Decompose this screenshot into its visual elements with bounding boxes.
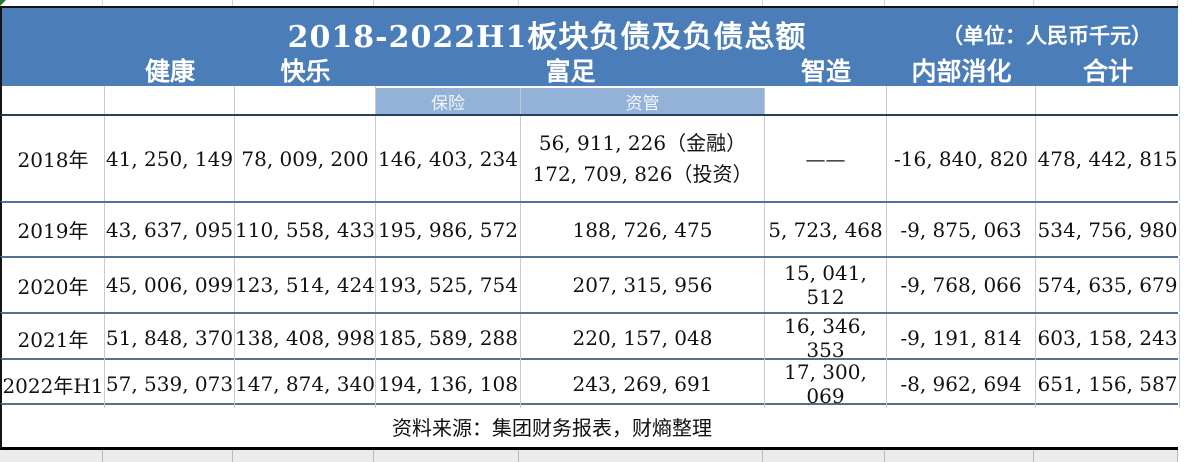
cell-asset-management[interactable]: 188, 726, 475 xyxy=(521,203,765,256)
cell-year[interactable]: 2021年 xyxy=(2,314,105,362)
table-row: 2020年 45, 006, 099 123, 514, 424 193, 52… xyxy=(0,256,1180,312)
cell-insurance[interactable]: 195, 986, 572 xyxy=(376,203,521,256)
cell-happiness[interactable]: 138, 408, 998 xyxy=(235,314,376,362)
subheader-empty[interactable] xyxy=(235,86,376,114)
cell-asset-management[interactable]: 207, 315, 956 xyxy=(521,258,765,312)
cell-insurance[interactable]: 194, 136, 108 xyxy=(376,360,521,408)
cell-manufacturing[interactable]: 5, 723, 468 xyxy=(765,203,887,256)
cell-year[interactable]: 2018年 xyxy=(2,116,105,201)
col-header-happiness[interactable]: 快乐 xyxy=(280,57,331,86)
spreadsheet-gridline-strip-bottom xyxy=(0,450,1178,462)
cell-asset-management[interactable]: 243, 269, 691 xyxy=(521,360,765,408)
table-row: 2021年 51, 848, 370 138, 408, 998 185, 58… xyxy=(0,312,1180,362)
cell-happiness[interactable]: 78, 009, 200 xyxy=(235,116,376,201)
subheader-empty[interactable] xyxy=(1036,86,1180,114)
subheader-insurance[interactable]: 保险 xyxy=(376,88,521,114)
col-header-manufacturing[interactable]: 智造 xyxy=(800,57,851,86)
cell-manufacturing[interactable]: 17, 300, 069 xyxy=(765,360,887,408)
cell-year[interactable]: 2022年H1 xyxy=(2,360,105,408)
cell-insurance[interactable]: 185, 589, 288 xyxy=(376,314,521,362)
col-header-year[interactable] xyxy=(2,52,105,88)
subheader-row: 保险 资管 xyxy=(0,86,1180,116)
title-row: 2018-2022H1板块负债及负债总额 （单位：人民币千元） xyxy=(2,8,1178,55)
cell-year[interactable]: 2020年 xyxy=(2,258,105,312)
cell-internal[interactable]: -16, 840, 820 xyxy=(887,116,1036,201)
cell-total[interactable]: 574, 635, 679 xyxy=(1036,258,1180,312)
col-header-internal[interactable]: 内部消化 xyxy=(911,57,1012,86)
col-header-health[interactable]: 健康 xyxy=(144,57,195,86)
subheader-asset-management[interactable]: 资管 xyxy=(521,88,765,114)
cell-health[interactable]: 41, 250, 149 xyxy=(105,116,235,201)
cell-asset-management[interactable]: 220, 157, 048 xyxy=(521,314,765,362)
cell-asset-management[interactable]: 56, 911, 226（金融） 172, 709, 826（投资） xyxy=(521,116,765,201)
spreadsheet-corner-marker xyxy=(0,0,6,6)
spreadsheet-gridline-strip-top xyxy=(0,0,1178,6)
cell-manufacturing[interactable]: 15, 041, 512 xyxy=(765,258,887,312)
subheader-empty[interactable] xyxy=(2,86,105,114)
cell-happiness[interactable]: 123, 514, 424 xyxy=(235,258,376,312)
table-row: 2022年H1 57, 539, 073 147, 874, 340 194, … xyxy=(0,358,1180,408)
cell-health[interactable]: 51, 848, 370 xyxy=(105,314,235,362)
cell-happiness[interactable]: 110, 558, 433 xyxy=(235,203,376,256)
cell-total[interactable]: 534, 756, 980 xyxy=(1036,203,1180,256)
footer-row: 资料来源：集团财务报表，财熵整理 xyxy=(0,403,1178,450)
cell-year[interactable]: 2019年 xyxy=(2,203,105,256)
col-header-wealth[interactable]: 富足 xyxy=(545,57,596,86)
source-note: 资料来源：集团财务报表，财熵整理 xyxy=(392,415,712,440)
unit-label: （单位：人民币千元） xyxy=(942,23,1152,48)
asset-line-investment: 172, 709, 826（投资） xyxy=(532,161,753,186)
cell-health[interactable]: 45, 006, 099 xyxy=(105,258,235,312)
cell-internal[interactable]: -8, 962, 694 xyxy=(887,360,1036,408)
cell-health[interactable]: 57, 539, 073 xyxy=(105,360,235,408)
page-title: 2018-2022H1板块负债及负债总额 xyxy=(287,20,807,55)
cell-total[interactable]: 478, 442, 815 xyxy=(1036,116,1180,201)
cell-internal[interactable]: -9, 768, 066 xyxy=(887,258,1036,312)
subheader-empty[interactable] xyxy=(105,86,235,114)
cell-total[interactable]: 603, 158, 243 xyxy=(1036,314,1180,362)
subheader-empty[interactable] xyxy=(887,86,1036,114)
cell-manufacturing[interactable]: 16, 346, 353 xyxy=(765,314,887,362)
cell-happiness[interactable]: 147, 874, 340 xyxy=(235,360,376,408)
subheader-empty[interactable] xyxy=(765,86,887,114)
cell-insurance[interactable]: 146, 403, 234 xyxy=(376,116,521,201)
table-row: 2018年 41, 250, 149 78, 009, 200 146, 403… xyxy=(0,116,1180,201)
cell-total[interactable]: 651, 156, 587 xyxy=(1036,360,1180,408)
cell-health[interactable]: 43, 637, 095 xyxy=(105,203,235,256)
col-header-total[interactable]: 合计 xyxy=(1082,57,1133,86)
cell-internal[interactable]: -9, 875, 063 xyxy=(887,203,1036,256)
cell-insurance[interactable]: 193, 525, 754 xyxy=(376,258,521,312)
column-header-row: 健康 快乐 富足 智造 内部消化 合计 xyxy=(2,52,1178,88)
table-row: 2019年 43, 637, 095 110, 558, 433 195, 98… xyxy=(0,201,1180,256)
cell-manufacturing[interactable]: —— xyxy=(765,116,887,201)
cell-internal[interactable]: -9, 191, 814 xyxy=(887,314,1036,362)
table-header-band: 2018-2022H1板块负债及负债总额 （单位：人民币千元） 健康 快乐 富足… xyxy=(0,6,1178,86)
asset-line-finance: 56, 911, 226（金融） xyxy=(538,130,747,155)
